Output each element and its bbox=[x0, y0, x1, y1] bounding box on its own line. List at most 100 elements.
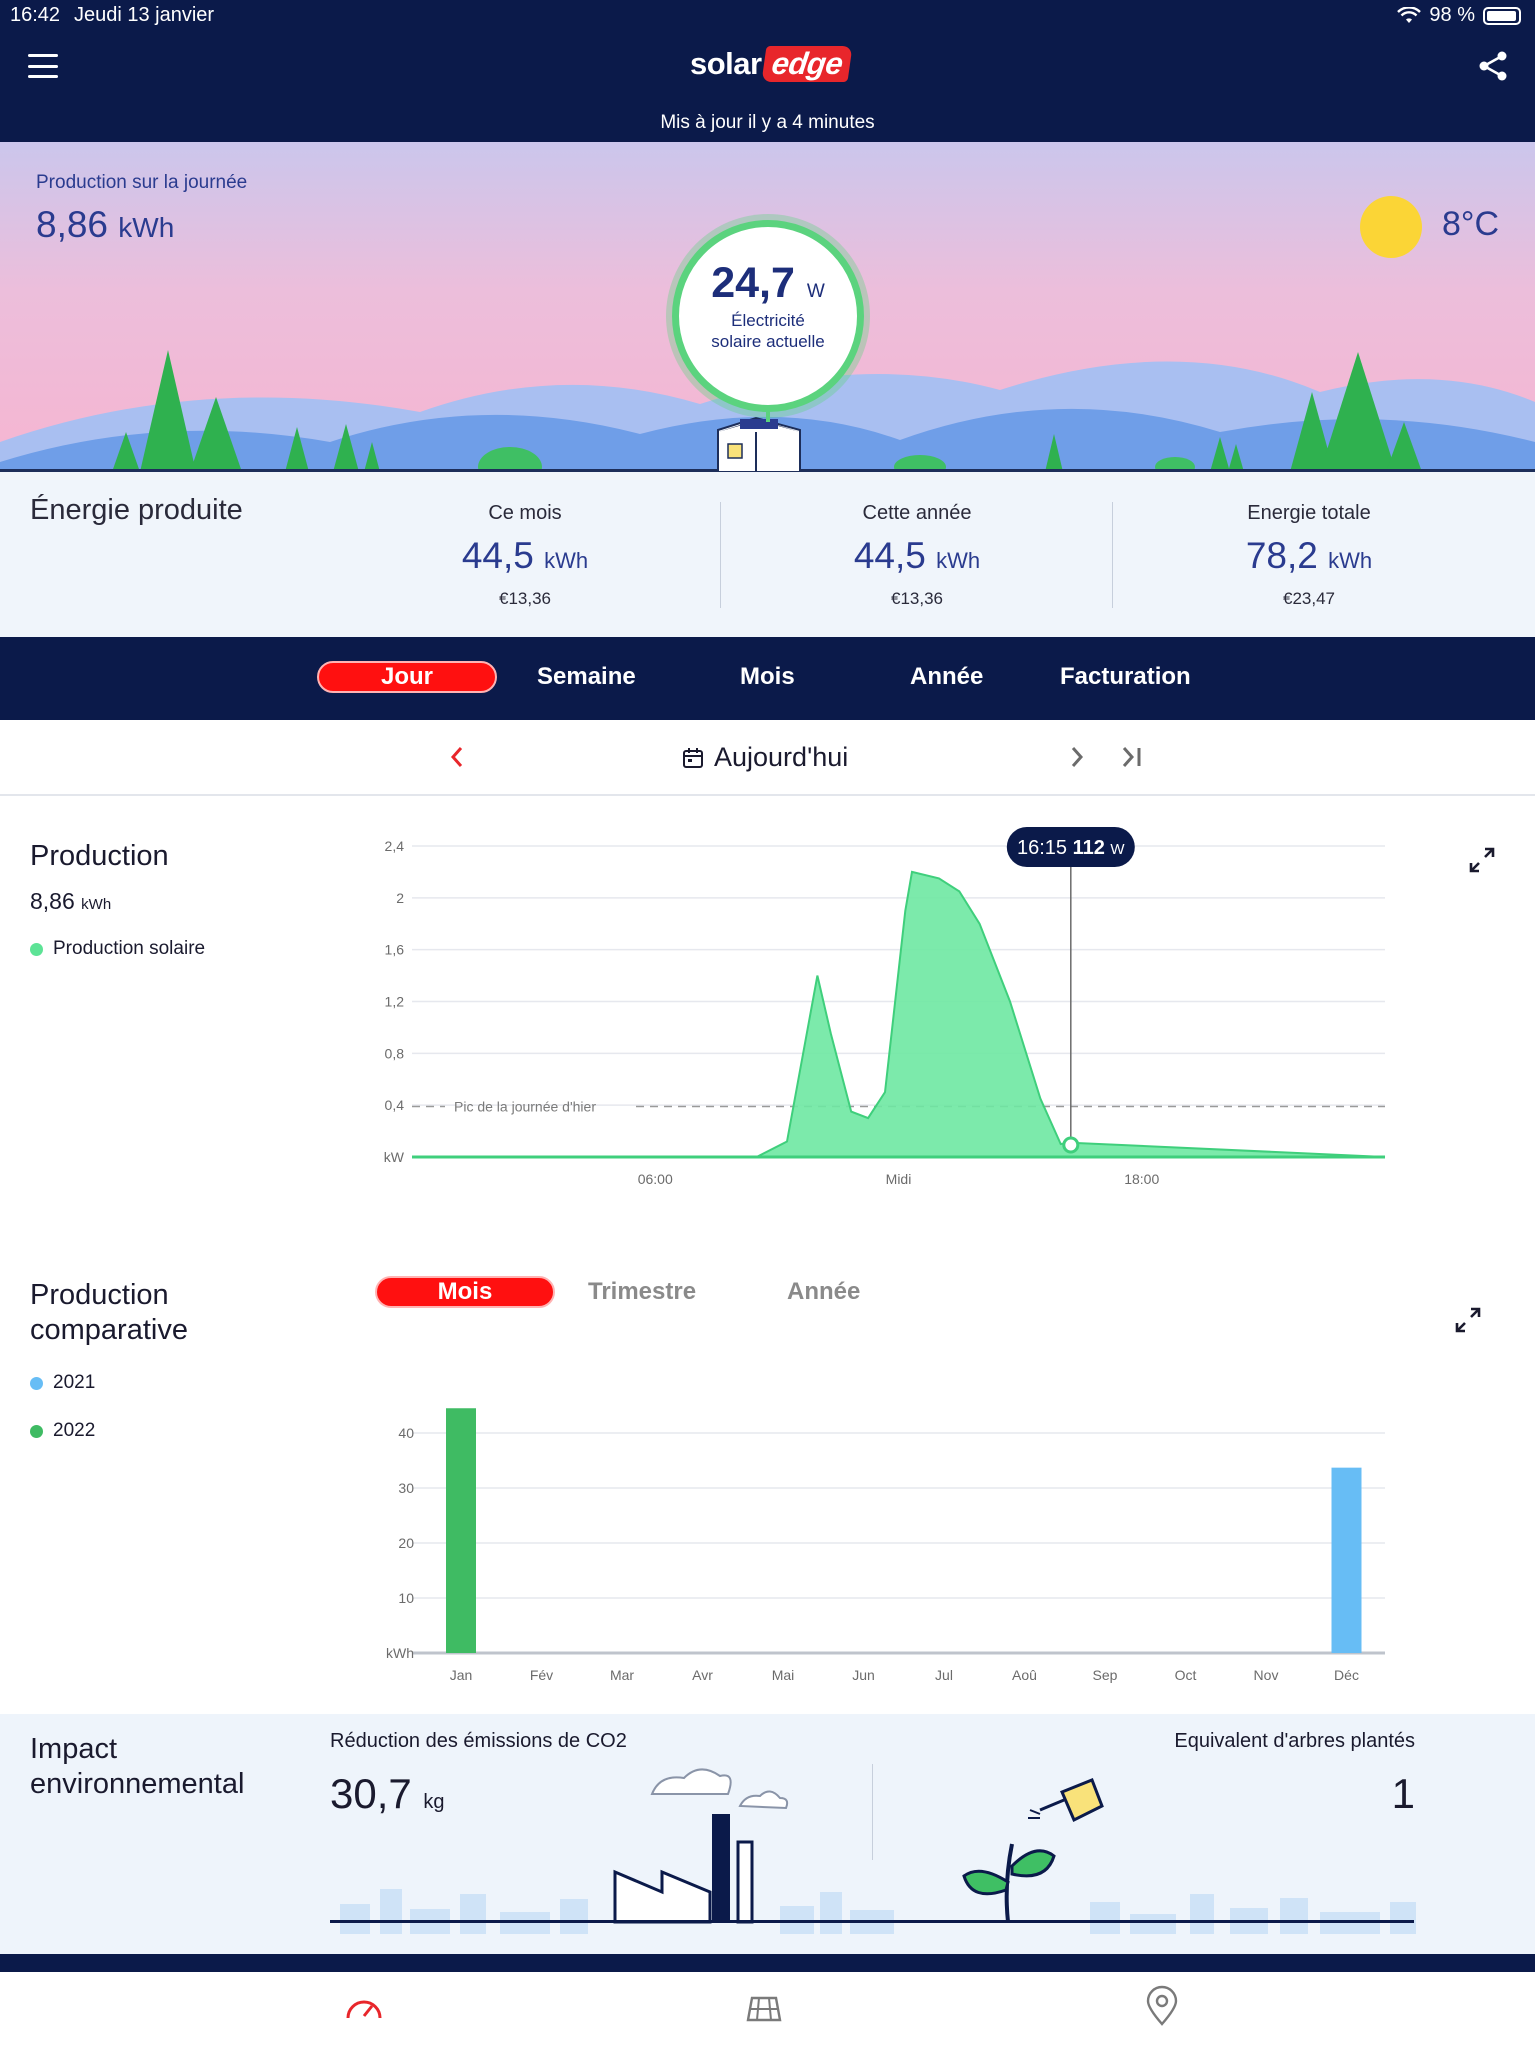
y-tick-label: 2 bbox=[396, 890, 404, 906]
temperature: 8°C bbox=[1442, 205, 1500, 243]
hamburger-icon bbox=[28, 54, 58, 57]
tab-mois[interactable]: Mois bbox=[740, 663, 795, 690]
legend-dot bbox=[30, 1376, 43, 1390]
logo-solar: solar bbox=[690, 46, 762, 81]
wifi-icon bbox=[1397, 6, 1422, 23]
y-tick-label: kWh bbox=[386, 1645, 414, 1661]
tooltip-text: 16:15 112 W bbox=[1017, 837, 1125, 859]
energy-total: Energie totale 78,2 kWh €23,47 bbox=[1245, 502, 1373, 608]
chevron-right-icon[interactable] bbox=[1065, 742, 1089, 772]
x-tick-label: Avr bbox=[692, 1667, 713, 1683]
menu-button[interactable] bbox=[28, 54, 58, 78]
status-date: Jeudi 13 janvier bbox=[74, 4, 215, 26]
x-tick-label: Mar bbox=[610, 1667, 634, 1683]
x-tick-label: Aoû bbox=[1012, 1667, 1037, 1683]
bottom-navigation bbox=[0, 1972, 1535, 2048]
legend-2022: 2022 bbox=[30, 1420, 95, 1442]
dashboard-icon[interactable] bbox=[342, 1984, 386, 2028]
legend-dot bbox=[30, 1424, 43, 1438]
status-time: 16:42 bbox=[10, 4, 61, 26]
production-line bbox=[412, 870, 1386, 1158]
x-tick-label: Jul bbox=[935, 1667, 953, 1683]
skip-to-end-icon[interactable] bbox=[1118, 742, 1146, 772]
subtab-mois[interactable]: Mois bbox=[375, 1276, 555, 1308]
legend-dot bbox=[30, 942, 43, 956]
y-tick-label: 0,8 bbox=[385, 1045, 405, 1061]
current-power-label: Électricité solaire actuelle bbox=[711, 311, 825, 351]
divider bbox=[720, 502, 721, 608]
x-tick-label: Déc bbox=[1334, 1667, 1359, 1683]
reference-label: Pic de la journée d'hier bbox=[454, 1098, 596, 1114]
date-navigator: Aujourd'hui bbox=[0, 720, 1535, 796]
expand-icon[interactable] bbox=[1468, 846, 1496, 874]
x-tick-label: Oct bbox=[1175, 1667, 1197, 1683]
calendar-icon bbox=[683, 747, 703, 768]
expand-icon[interactable] bbox=[1454, 1306, 1482, 1334]
landscape-illustration bbox=[0, 350, 1535, 472]
y-tick-label: 40 bbox=[398, 1425, 414, 1441]
tooltip-point bbox=[1062, 1136, 1080, 1154]
tab-facturation[interactable]: Facturation bbox=[1060, 663, 1191, 690]
bottom-divider bbox=[0, 1954, 1535, 1972]
energy-month: Ce mois 44,5 kWh €13,36 bbox=[461, 502, 589, 608]
legend-solar: Production solaire bbox=[30, 938, 205, 960]
sun-weather-icon bbox=[1360, 196, 1422, 258]
production-total: 8,86 kWh bbox=[30, 888, 112, 914]
y-tick-label: 20 bbox=[398, 1535, 414, 1551]
status-indicators: 98 % bbox=[1397, 4, 1521, 27]
tab-jour[interactable]: Jour bbox=[317, 661, 497, 693]
bar-2022-Jan bbox=[446, 1408, 476, 1653]
share-icon[interactable] bbox=[1477, 50, 1509, 82]
battery-level: 98 % bbox=[1429, 4, 1475, 26]
tooltip-bubble bbox=[1006, 827, 1135, 867]
logo-edge: edge bbox=[761, 46, 853, 82]
location-icon[interactable] bbox=[1140, 1984, 1184, 2028]
x-tick-label: Nov bbox=[1254, 1667, 1279, 1683]
tab-annee[interactable]: Année bbox=[910, 663, 984, 690]
energy-produced-panel: Énergie produite Ce mois 44,5 kWh €13,36… bbox=[0, 472, 1535, 637]
divider bbox=[1112, 502, 1113, 608]
comparative-title: Production comparative bbox=[30, 1279, 188, 1346]
hero-panel: Production sur la journée 8,86 kWh 24,7 … bbox=[0, 142, 1535, 472]
tab-semaine[interactable]: Semaine bbox=[537, 663, 636, 690]
app-header: 16:42 Jeudi 13 janvier 98 % solar edge M… bbox=[0, 0, 1535, 142]
date-label: Aujourd'hui bbox=[714, 742, 849, 772]
y-tick-label: 0,4 bbox=[385, 1097, 405, 1113]
trees-label: Equivalent d'arbres plantés bbox=[1174, 1730, 1415, 1752]
day-production-value: 8,86 kWh bbox=[36, 204, 175, 245]
x-tick-label: Jan bbox=[450, 1667, 473, 1683]
divider bbox=[872, 1764, 873, 1860]
y-tick-label: kW bbox=[384, 1149, 405, 1165]
legend-2021: 2021 bbox=[30, 1372, 95, 1394]
current-power-gauge[interactable]: 24,7 W Électricité solaire actuelle bbox=[672, 220, 864, 412]
last-updated: Mis à jour il y a 4 minutes bbox=[660, 112, 875, 133]
y-tick-label: 2,4 bbox=[385, 838, 405, 854]
x-tick-label: Fév bbox=[530, 1667, 553, 1683]
x-tick-label: Mai bbox=[772, 1667, 795, 1683]
x-tick-label: Sep bbox=[1093, 1667, 1118, 1683]
period-tabs: Jour Semaine Mois Année Facturation bbox=[0, 637, 1535, 720]
subtab-trimestre[interactable]: Trimestre bbox=[588, 1278, 697, 1305]
energy-year: Cette année 44,5 kWh €13,36 bbox=[853, 502, 981, 608]
city-skyline-illustration bbox=[330, 1768, 1416, 1934]
chevron-left-icon[interactable] bbox=[445, 742, 469, 772]
x-tick-label: 18:00 bbox=[1124, 1171, 1159, 1187]
x-tick-label: Jun bbox=[852, 1667, 875, 1683]
panels-layout-icon[interactable] bbox=[740, 1984, 784, 2028]
day-production-label: Production sur la journée bbox=[36, 172, 248, 193]
y-tick-label: 1,6 bbox=[385, 942, 405, 958]
energy-title: Énergie produite bbox=[30, 494, 243, 526]
co2-value: 30,7 kg bbox=[330, 1770, 445, 1817]
trees-value: 1 bbox=[1391, 1770, 1415, 1817]
bar-2021-Déc bbox=[1331, 1467, 1362, 1653]
battery-icon bbox=[1483, 6, 1521, 25]
y-tick-label: 1,2 bbox=[385, 994, 405, 1010]
co2-label: Réduction des émissions de CO2 bbox=[330, 1730, 627, 1752]
date-selector[interactable]: Aujourd'hui bbox=[682, 742, 848, 773]
y-tick-label: 30 bbox=[398, 1480, 414, 1496]
production-title: Production bbox=[30, 840, 169, 872]
subtab-annee[interactable]: Année bbox=[787, 1278, 861, 1305]
y-tick-label: 10 bbox=[398, 1590, 414, 1606]
production-area bbox=[412, 871, 1385, 1157]
current-power-value: 24,7 W bbox=[711, 259, 825, 307]
